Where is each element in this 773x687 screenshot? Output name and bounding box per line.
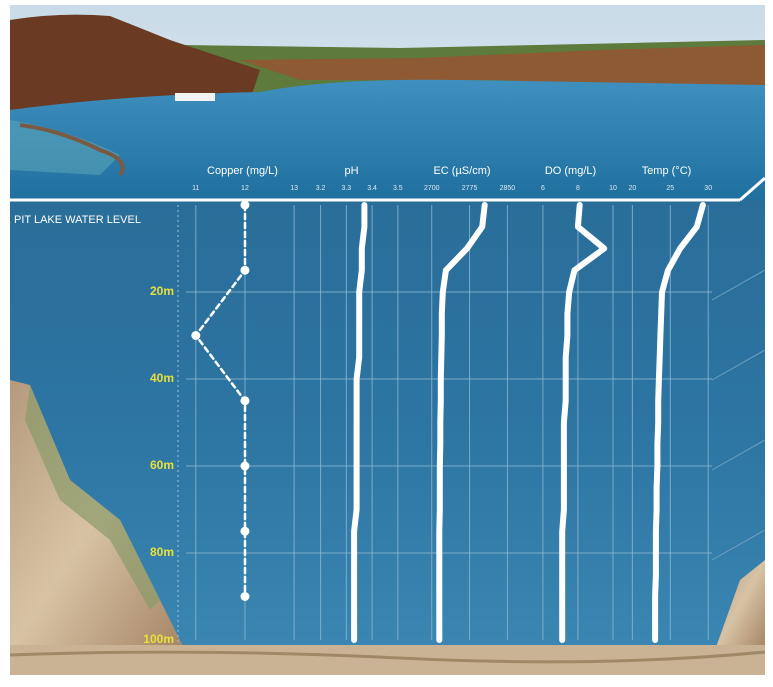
panel-title: DO (mg/L): [545, 165, 596, 177]
profile-line: [652, 202, 706, 643]
y-tick-label: 60m: [150, 458, 174, 472]
x-tick-label: 2775: [462, 185, 478, 192]
x-tick-label: 13: [290, 185, 298, 192]
x-tick-label: 6: [541, 185, 545, 192]
data-point: [240, 265, 250, 275]
data-point: [191, 331, 201, 340]
water-panel: [9, 176, 766, 675]
panel-title: Temp (°C): [642, 165, 692, 177]
x-tick-label: 3.4: [367, 185, 377, 192]
x-tick-label: 10: [609, 185, 617, 192]
annotation: PIT LAKE WATER LEVEL: [14, 214, 141, 226]
panel-title: Copper (mg/L): [207, 165, 278, 177]
x-tick-label: 25: [666, 185, 674, 192]
x-tick-label: 20: [628, 185, 636, 192]
x-tick-label: 2850: [500, 185, 516, 192]
profile-line: [351, 202, 368, 643]
x-tick-label: 3.2: [316, 185, 326, 192]
data-point: [240, 200, 250, 210]
x-tick-label: 2700: [424, 185, 440, 192]
profile-line: [436, 202, 488, 643]
panel-title: EC (µS/cm): [433, 165, 490, 177]
data-point: [240, 592, 250, 601]
x-tick-label: 3.5: [393, 185, 403, 192]
y-tick-label: 100m: [143, 632, 174, 646]
landscape-photo: [10, 5, 765, 200]
data-point: [240, 396, 250, 406]
y-tick-label: 20m: [150, 284, 174, 298]
data-point: [240, 461, 250, 471]
x-tick-label: 11: [192, 185, 199, 192]
panel-title: pH: [344, 165, 358, 177]
profile-line: [559, 202, 608, 643]
x-tick-label: 8: [576, 185, 580, 192]
y-tick-label: 80m: [150, 545, 174, 559]
data-point: [240, 526, 250, 536]
x-tick-label: 12: [241, 185, 249, 192]
x-tick-label: 30: [704, 185, 712, 192]
x-tick-label: 3.3: [341, 185, 351, 192]
y-tick-label: 40m: [150, 371, 174, 385]
